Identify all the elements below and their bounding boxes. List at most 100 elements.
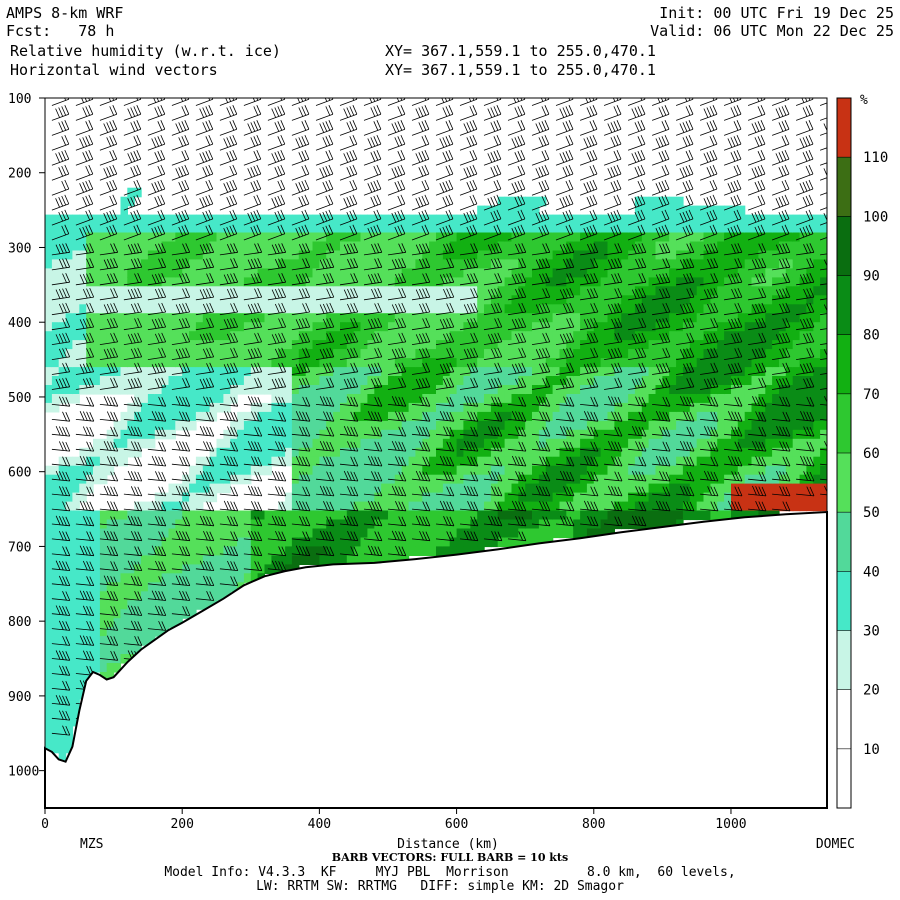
rh-cell [641,420,650,431]
rh-cell [346,349,355,359]
rh-cell [271,241,279,252]
rh-cell [504,456,513,467]
rh-cell [676,411,684,422]
rh-cell [134,537,142,548]
rh-cell [532,358,540,368]
wind-barb [411,179,430,196]
wind-barb [315,426,335,437]
rh-cell [717,474,725,485]
rh-cell [298,474,307,485]
rh-cell [724,402,732,413]
rh-cell [394,483,403,494]
rh-cell [792,277,801,287]
rh-cell [449,546,458,556]
rh-cell [189,385,197,395]
wind-barb [147,486,167,497]
rh-cell [216,349,224,359]
rh-cell [415,519,423,530]
rh-cell [326,546,334,556]
wind-barb [123,258,143,271]
rh-cell [573,519,581,530]
wind-barb [339,134,358,151]
rh-cell [401,546,410,556]
rh-cell [415,349,423,359]
rh-cell [484,394,492,404]
rh-cell [106,358,115,368]
rh-cell [134,618,142,628]
rh-cell [120,205,128,216]
wind-barb [219,426,239,437]
rh-cell [820,268,827,278]
rh-cell [566,259,574,269]
rh-cell [93,340,101,350]
wind-barb [435,396,455,407]
rh-cell [586,411,595,422]
wind-barb [387,426,407,437]
rh-cell [669,232,677,243]
rh-cell [813,367,821,377]
rh-cell [223,250,231,261]
rh-cell [45,546,53,556]
rh-cell [490,259,499,269]
rh-cell [374,376,382,386]
rh-cell [51,259,60,269]
wind-barb [411,411,431,422]
rh-cell [202,268,211,278]
wind-barb [291,396,311,407]
rh-cell [477,322,485,332]
rh-cell [559,286,567,296]
rh-cell [175,519,183,530]
wind-barb [363,179,382,196]
wind-barb [291,194,310,211]
wind-barb [75,332,95,345]
rh-cell [230,241,238,252]
rh-cell [511,385,519,395]
rh-cell [223,510,231,521]
rh-cell [360,483,368,494]
rh-cell [381,331,389,341]
rh-cell [333,304,341,314]
rh-cell [127,402,135,413]
rh-cell [415,241,423,252]
rh-cell [346,510,355,521]
wind-barb [267,98,286,106]
rh-cell [154,376,163,386]
rh-cell [278,402,286,413]
wind-barb [171,471,191,482]
rh-cell [676,268,684,278]
rh-cell [147,411,156,422]
rh-cell [792,304,801,314]
rh-cell [580,304,588,314]
rh-cell [463,456,471,467]
rh-cell [463,447,471,458]
rh-cell [374,555,382,565]
rh-cell [634,250,643,261]
rh-cell [79,627,87,637]
rh-cell [79,214,87,225]
rh-cell [243,573,252,583]
rh-cell [285,546,293,556]
wind-barb [123,149,142,166]
rh-cell [243,447,252,458]
rh-cell [72,304,80,314]
rh-cell [532,501,540,512]
rh-cell [689,411,698,422]
rh-cell [799,402,808,413]
valid-time: Valid: 06 UTC Mon 22 Dec 25 [650,22,894,40]
rh-cell [237,358,245,368]
rh-cell [271,331,279,341]
rh-cell [243,322,252,332]
rh-cell [545,394,554,404]
wind-barb [99,650,119,661]
rh-cell [312,402,320,413]
rh-cell [360,411,368,422]
rh-cell [58,465,67,476]
rh-cell [593,411,602,422]
rh-cell [374,546,382,556]
rh-cell [99,546,108,556]
rh-cell [175,609,183,619]
rh-cell [175,340,183,350]
rh-cell [511,376,519,386]
rh-cell [628,420,636,431]
rh-cell [552,376,561,386]
